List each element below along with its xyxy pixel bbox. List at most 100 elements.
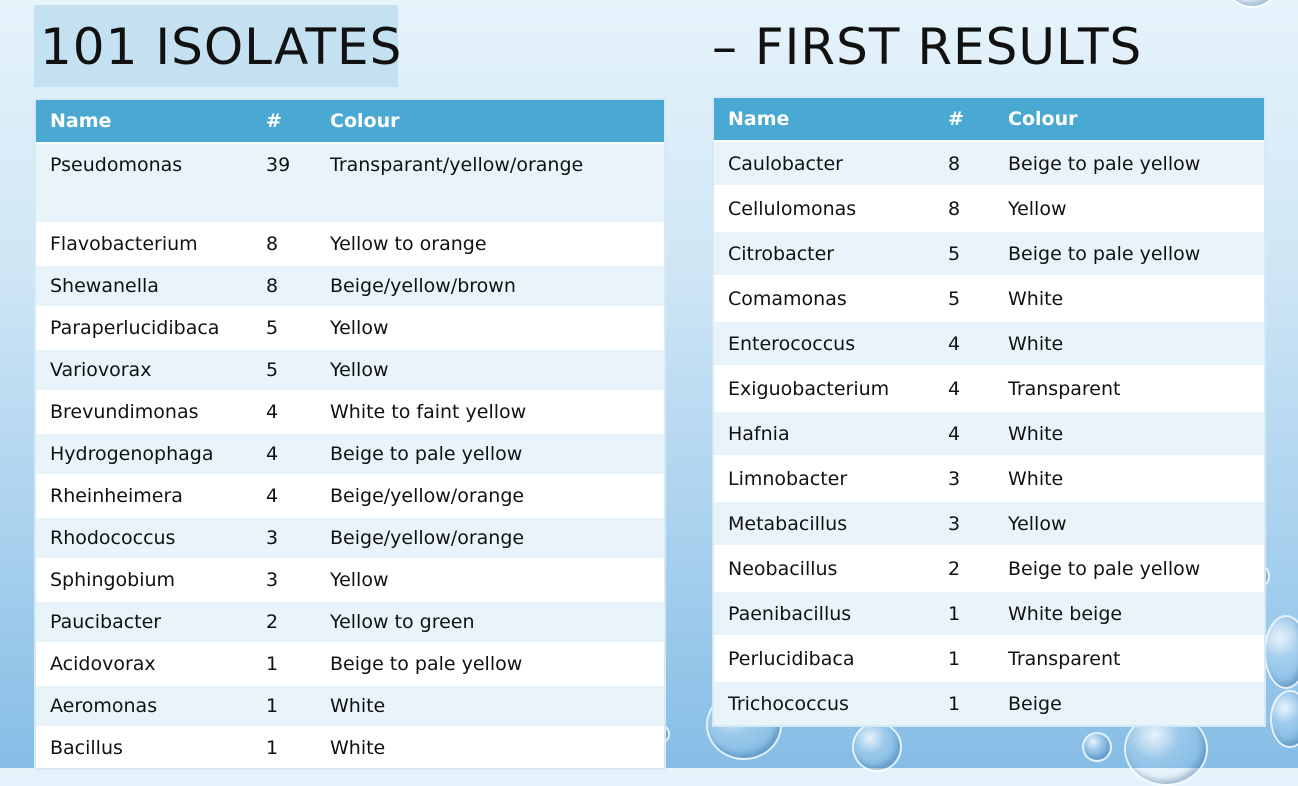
cell-colour: Beige/yellow/orange [316, 474, 664, 517]
cell-colour: White to faint yellow [316, 390, 664, 433]
cell-count: 8 [252, 222, 316, 265]
table-row: Hydrogenophaga 4 Beige to pale yellow [36, 432, 664, 475]
table-row: Bacillus 1 White [36, 726, 664, 768]
cell-colour: Beige/yellow/brown [316, 264, 664, 307]
table-row: Paenibacillus 1 White beige [714, 590, 1264, 636]
cell-count: 8 [934, 140, 994, 186]
cell-name: Sphingobium [36, 558, 252, 601]
cell-colour: White [994, 275, 1264, 321]
cell-name: Shewanella [36, 264, 252, 307]
cell-name: Paraperlucidibaca [36, 306, 252, 349]
cell-colour: White [994, 410, 1264, 456]
cell-colour: Yellow [316, 306, 664, 349]
cell-colour: Beige/yellow/orange [316, 516, 664, 559]
table-row: Paucibacter 2 Yellow to green [36, 600, 664, 643]
cell-name: Brevundimonas [36, 390, 252, 433]
cell-colour: Yellow [316, 348, 664, 391]
table-header-row: Name # Colour [714, 98, 1264, 141]
cell-count: 5 [252, 306, 316, 349]
table-row: Caulobacter 8 Beige to pale yellow [714, 140, 1264, 186]
cell-count: 1 [934, 680, 994, 725]
table-row: Perlucidibaca 1 Transparent [714, 635, 1264, 681]
table-row: Shewanella 8 Beige/yellow/brown [36, 264, 664, 307]
table-row: Variovorax 5 Yellow [36, 348, 664, 391]
cell-count: 8 [934, 185, 994, 231]
cell-name: Hafnia [714, 410, 934, 456]
cell-count: 1 [934, 635, 994, 681]
cell-count: 1 [934, 590, 994, 636]
cell-colour: Beige to pale yellow [994, 230, 1264, 276]
cell-name: Perlucidibaca [714, 635, 934, 681]
cell-colour: Yellow to orange [316, 222, 664, 265]
cell-name: Enterococcus [714, 320, 934, 366]
cell-colour: White [316, 726, 664, 768]
cell-colour: Transparant/yellow/orange [316, 142, 664, 223]
table-row: Sphingobium 3 Yellow [36, 558, 664, 601]
cell-count: 4 [252, 432, 316, 475]
cell-count: 3 [252, 558, 316, 601]
cell-count: 8 [252, 264, 316, 307]
cell-name: Bacillus [36, 726, 252, 768]
cell-name: Paucibacter [36, 600, 252, 643]
cell-colour: White [994, 320, 1264, 366]
cell-count: 1 [252, 726, 316, 768]
cell-name: Rhodococcus [36, 516, 252, 559]
page-title-left: 101 ISOLATES [40, 18, 403, 76]
column-header-count: # [252, 100, 316, 143]
table-row: Enterococcus 4 White [714, 320, 1264, 366]
cell-name: Trichococcus [714, 680, 934, 725]
table-row: Metabacillus 3 Yellow [714, 500, 1264, 546]
table-row: Brevundimonas 4 White to faint yellow [36, 390, 664, 433]
column-header-name: Name [36, 100, 252, 143]
cell-name: Flavobacterium [36, 222, 252, 265]
cell-count: 4 [934, 320, 994, 366]
table-row: Trichococcus 1 Beige [714, 680, 1264, 725]
cell-name: Aeromonas [36, 684, 252, 727]
cell-colour: Beige [994, 680, 1264, 725]
table-row: Paraperlucidibaca 5 Yellow [36, 306, 664, 349]
table-row: Exiguobacterium 4 Transparent [714, 365, 1264, 411]
table-row: Limnobacter 3 White [714, 455, 1264, 501]
column-header-name: Name [714, 98, 934, 141]
cell-colour: Transparent [994, 365, 1264, 411]
cell-name: Cellulomonas [714, 185, 934, 231]
table-row: Pseudomonas 39 Transparant/yellow/orange [36, 142, 664, 223]
cell-count: 4 [934, 410, 994, 456]
table-row: Flavobacterium 8 Yellow to orange [36, 222, 664, 265]
cell-count: 3 [252, 516, 316, 559]
page-title-right: – FIRST RESULTS [712, 18, 1143, 76]
cell-colour: Yellow to green [316, 600, 664, 643]
cell-colour: Beige to pale yellow [994, 545, 1264, 591]
cell-count: 4 [252, 390, 316, 433]
cell-count: 5 [934, 275, 994, 321]
cell-name: Exiguobacterium [714, 365, 934, 411]
cell-colour: Yellow [994, 185, 1264, 231]
cell-name: Rheinheimera [36, 474, 252, 517]
cell-colour: Transparent [994, 635, 1264, 681]
cell-name: Paenibacillus [714, 590, 934, 636]
table-row: Acidovorax 1 Beige to pale yellow [36, 642, 664, 685]
cell-name: Hydrogenophaga [36, 432, 252, 475]
cell-colour: Beige to pale yellow [316, 432, 664, 475]
cell-colour: White [316, 684, 664, 727]
table-header-row: Name # Colour [36, 100, 664, 143]
cell-name: Caulobacter [714, 140, 934, 186]
title-highlight [34, 5, 398, 87]
cell-name: Neobacillus [714, 545, 934, 591]
cell-colour: Beige to pale yellow [316, 642, 664, 685]
cell-count: 39 [252, 142, 316, 223]
bubble-decoration [1228, 0, 1276, 8]
table-row: Citrobacter 5 Beige to pale yellow [714, 230, 1264, 276]
column-header-count: # [934, 98, 994, 141]
column-header-colour: Colour [994, 98, 1264, 141]
cell-name: Citrobacter [714, 230, 934, 276]
cell-name: Variovorax [36, 348, 252, 391]
table-row: Cellulomonas 8 Yellow [714, 185, 1264, 231]
bubble-decoration [1264, 615, 1298, 689]
bubble-decoration [852, 722, 902, 772]
cell-colour: Yellow [994, 500, 1264, 546]
cell-count: 1 [252, 684, 316, 727]
cell-count: 5 [934, 230, 994, 276]
cell-count: 3 [934, 500, 994, 546]
cell-name: Pseudomonas [36, 142, 252, 223]
